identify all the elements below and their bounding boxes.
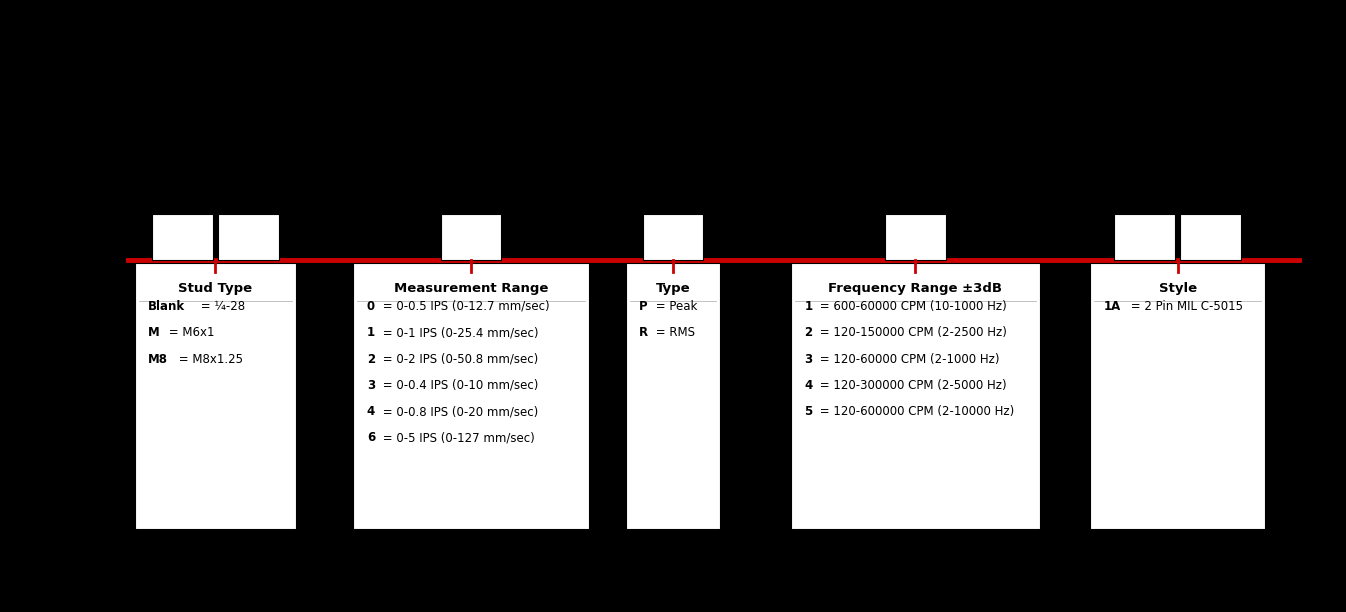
FancyBboxPatch shape: [626, 263, 720, 529]
Text: 5: 5: [805, 405, 813, 418]
Text: = RMS: = RMS: [653, 326, 696, 339]
FancyBboxPatch shape: [440, 214, 501, 260]
Text: = 0-5 IPS (0-127 mm/sec): = 0-5 IPS (0-127 mm/sec): [378, 431, 534, 444]
Text: = 0-0.4 IPS (0-10 mm/sec): = 0-0.4 IPS (0-10 mm/sec): [378, 379, 538, 392]
Text: Style: Style: [1159, 282, 1197, 294]
Text: 1: 1: [366, 326, 376, 339]
Text: P: P: [639, 300, 647, 313]
Text: = 120-150000 CPM (2-2500 Hz): = 120-150000 CPM (2-2500 Hz): [816, 326, 1007, 339]
FancyBboxPatch shape: [152, 214, 213, 260]
FancyBboxPatch shape: [218, 214, 279, 260]
Text: = 2 Pin MIL C-5015: = 2 Pin MIL C-5015: [1128, 300, 1244, 313]
FancyBboxPatch shape: [886, 214, 946, 260]
Text: 1A: 1A: [1104, 300, 1121, 313]
Text: M: M: [148, 326, 160, 339]
Text: = 0-2 IPS (0-50.8 mm/sec): = 0-2 IPS (0-50.8 mm/sec): [378, 353, 538, 365]
Text: R: R: [639, 326, 649, 339]
Text: Type: Type: [656, 282, 690, 294]
Text: Stud Type: Stud Type: [178, 282, 253, 294]
FancyBboxPatch shape: [1114, 214, 1175, 260]
FancyBboxPatch shape: [353, 263, 588, 529]
Text: Frequency Range ±3dB: Frequency Range ±3dB: [828, 282, 1003, 294]
Text: = M6x1: = M6x1: [164, 326, 214, 339]
Text: = 120-60000 CPM (2-1000 Hz): = 120-60000 CPM (2-1000 Hz): [816, 353, 1000, 365]
Text: = 0-0.8 IPS (0-20 mm/sec): = 0-0.8 IPS (0-20 mm/sec): [378, 405, 538, 418]
FancyBboxPatch shape: [642, 214, 703, 260]
Text: 3: 3: [805, 353, 813, 365]
Text: = 0-0.5 IPS (0-12.7 mm/sec): = 0-0.5 IPS (0-12.7 mm/sec): [378, 300, 549, 313]
Text: 2: 2: [366, 353, 376, 365]
Text: 0: 0: [366, 300, 376, 313]
Text: = M8x1.25: = M8x1.25: [175, 353, 244, 365]
Text: = 600-60000 CPM (10-1000 Hz): = 600-60000 CPM (10-1000 Hz): [816, 300, 1007, 313]
Text: 4: 4: [805, 379, 813, 392]
Text: = 120-600000 CPM (2-10000 Hz): = 120-600000 CPM (2-10000 Hz): [816, 405, 1015, 418]
Text: = 120-300000 CPM (2-5000 Hz): = 120-300000 CPM (2-5000 Hz): [816, 379, 1007, 392]
Text: Blank: Blank: [148, 300, 186, 313]
Text: = Peak: = Peak: [651, 300, 697, 313]
Text: 4: 4: [366, 405, 376, 418]
Text: 3: 3: [366, 379, 376, 392]
FancyBboxPatch shape: [135, 263, 296, 529]
Text: 1: 1: [805, 300, 813, 313]
Text: = 0-1 IPS (0-25.4 mm/sec): = 0-1 IPS (0-25.4 mm/sec): [378, 326, 538, 339]
Text: 6: 6: [366, 431, 376, 444]
FancyBboxPatch shape: [1180, 214, 1241, 260]
Text: M8: M8: [148, 353, 168, 365]
Text: = ¼-28: = ¼-28: [198, 300, 245, 313]
Text: 2: 2: [805, 326, 813, 339]
Text: Measurement Range: Measurement Range: [394, 282, 548, 294]
FancyBboxPatch shape: [790, 263, 1039, 529]
FancyBboxPatch shape: [1090, 263, 1265, 529]
